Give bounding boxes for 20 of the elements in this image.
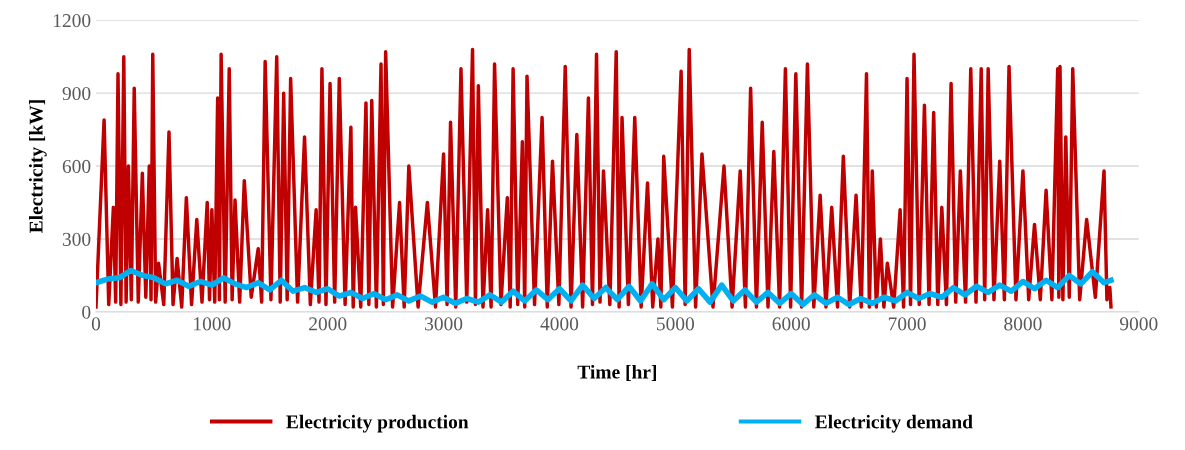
x-tick-label: 4000: [540, 317, 579, 331]
x-tick-label: 1000: [194, 317, 231, 331]
x-tick-label: 3000: [425, 317, 463, 331]
x-axis-title: Time [hr]: [577, 364, 656, 381]
y-tick-label: 0: [82, 305, 91, 319]
x-tick-label: 8000: [1004, 317, 1042, 331]
line-series: [95, 47, 1113, 309]
x-tick-label: 0: [91, 317, 101, 331]
x-tick-label: 6000: [772, 317, 810, 331]
y-axis-title: Electricity [kW]: [28, 100, 47, 233]
legend-label: Electricity production: [286, 414, 469, 433]
y-tick-label: 300: [62, 232, 91, 246]
y-tick-label: 900: [62, 86, 91, 101]
x-tick-label: 5000: [657, 317, 695, 331]
y-tick-label: 1200: [53, 14, 91, 28]
x-tick-label: 7000: [888, 317, 926, 331]
y-tick-label: 600: [62, 159, 91, 173]
legend-label: Electricity demand: [815, 414, 973, 433]
x-tick-label: 9000: [1119, 317, 1158, 331]
x-tick-label: 2000: [309, 317, 347, 331]
